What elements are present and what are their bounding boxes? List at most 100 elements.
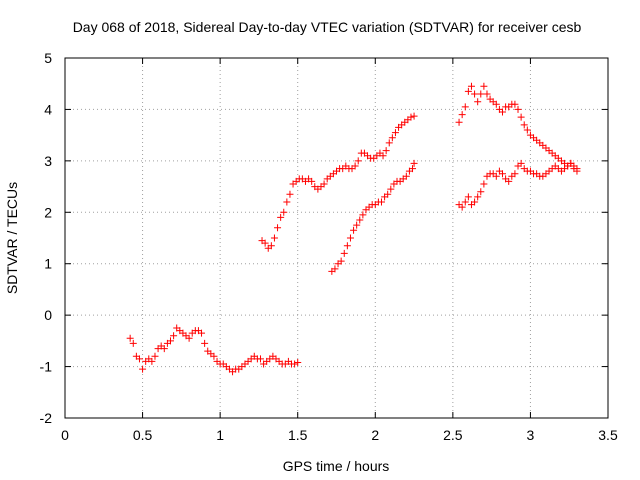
data-point bbox=[185, 334, 193, 342]
chart-title: Day 068 of 2018, Sidereal Day-to-day VTE… bbox=[73, 19, 582, 35]
data-point bbox=[477, 188, 485, 196]
data-point bbox=[461, 103, 469, 111]
y-axis-label: SDTVAR / TECUs bbox=[4, 182, 20, 294]
data-point bbox=[148, 357, 156, 365]
data-point bbox=[198, 329, 206, 337]
data-point bbox=[274, 224, 282, 232]
data-point bbox=[471, 198, 479, 206]
data-point bbox=[480, 82, 488, 90]
data-point bbox=[402, 172, 410, 180]
data-point bbox=[354, 157, 362, 165]
data-point bbox=[277, 213, 285, 221]
data-point bbox=[291, 360, 299, 368]
y-tick-label: 2 bbox=[44, 204, 52, 220]
x-tick-label: 2 bbox=[371, 427, 379, 443]
x-tick-label: 1.5 bbox=[288, 427, 308, 443]
data-point bbox=[567, 159, 575, 167]
data-point bbox=[499, 108, 507, 116]
data-point bbox=[151, 352, 159, 360]
x-tick-label: 0 bbox=[61, 427, 69, 443]
data-point bbox=[353, 221, 361, 229]
y-tick-label: 0 bbox=[44, 307, 52, 323]
data-point bbox=[201, 339, 209, 347]
data-point bbox=[384, 190, 392, 198]
y-tick-label: 1 bbox=[44, 256, 52, 272]
grid-lines bbox=[65, 58, 608, 418]
x-tick-label: 0.5 bbox=[133, 427, 153, 443]
data-point bbox=[477, 90, 485, 98]
data-point bbox=[126, 334, 134, 342]
data-point bbox=[455, 118, 463, 126]
data-point bbox=[458, 111, 466, 119]
data-point bbox=[409, 165, 417, 173]
data-point bbox=[283, 198, 291, 206]
data-point bbox=[517, 159, 525, 167]
y-tick-label: -2 bbox=[40, 410, 53, 426]
data-point bbox=[492, 100, 500, 108]
data-point bbox=[458, 203, 466, 211]
data-point bbox=[511, 100, 519, 108]
x-tick-label: 1 bbox=[216, 427, 224, 443]
data-point bbox=[410, 159, 418, 167]
data-point bbox=[480, 180, 488, 188]
data-point bbox=[388, 134, 396, 142]
data-point bbox=[294, 358, 302, 366]
data-points bbox=[126, 82, 581, 376]
data-point bbox=[520, 121, 528, 129]
data-point bbox=[350, 226, 358, 234]
x-tick-label: 3.5 bbox=[598, 427, 618, 443]
data-point bbox=[129, 339, 137, 347]
data-point bbox=[139, 365, 147, 373]
data-point bbox=[343, 242, 351, 250]
data-point bbox=[385, 139, 393, 147]
axis-ticks: 0 0.5 1 1.5 2 2.5 3 3.5 -2 -1 0 1 2 3 4 5 bbox=[40, 50, 618, 443]
data-point bbox=[320, 180, 328, 188]
data-point bbox=[135, 355, 143, 363]
y-tick-label: 5 bbox=[44, 50, 52, 66]
data-point bbox=[356, 216, 364, 224]
data-point bbox=[261, 239, 269, 247]
data-point bbox=[337, 257, 345, 265]
x-axis-label: GPS time / hours bbox=[283, 458, 390, 474]
data-point bbox=[170, 332, 178, 340]
data-point bbox=[511, 170, 519, 178]
data-point bbox=[270, 234, 278, 242]
data-point bbox=[499, 170, 507, 178]
data-point bbox=[379, 152, 387, 160]
data-point bbox=[382, 147, 390, 155]
data-point bbox=[267, 242, 275, 250]
data-point bbox=[410, 112, 418, 120]
data-point bbox=[387, 185, 395, 193]
y-tick-label: -1 bbox=[40, 359, 53, 375]
data-point bbox=[391, 129, 399, 137]
x-tick-label: 2.5 bbox=[443, 427, 463, 443]
data-point bbox=[573, 167, 581, 175]
data-point bbox=[210, 352, 218, 360]
data-point bbox=[166, 337, 174, 345]
data-point bbox=[331, 265, 339, 273]
data-point bbox=[474, 193, 482, 201]
data-point bbox=[514, 105, 522, 113]
data-point bbox=[308, 177, 316, 185]
y-tick-label: 4 bbox=[44, 101, 52, 117]
data-point bbox=[351, 162, 359, 170]
data-point bbox=[464, 193, 472, 201]
data-point bbox=[286, 190, 294, 198]
data-point bbox=[461, 198, 469, 206]
y-tick-label: 3 bbox=[44, 153, 52, 169]
plot-frame bbox=[64, 57, 609, 419]
data-point bbox=[359, 211, 367, 219]
data-point bbox=[377, 198, 385, 206]
data-point bbox=[505, 177, 513, 185]
data-point bbox=[492, 172, 500, 180]
data-point bbox=[280, 208, 288, 216]
data-point bbox=[256, 355, 264, 363]
data-point bbox=[517, 113, 525, 121]
data-point bbox=[523, 126, 531, 134]
data-point bbox=[407, 113, 415, 121]
data-point bbox=[467, 82, 475, 90]
x-tick-label: 3 bbox=[527, 427, 535, 443]
data-point bbox=[160, 345, 168, 353]
data-point bbox=[483, 90, 491, 98]
